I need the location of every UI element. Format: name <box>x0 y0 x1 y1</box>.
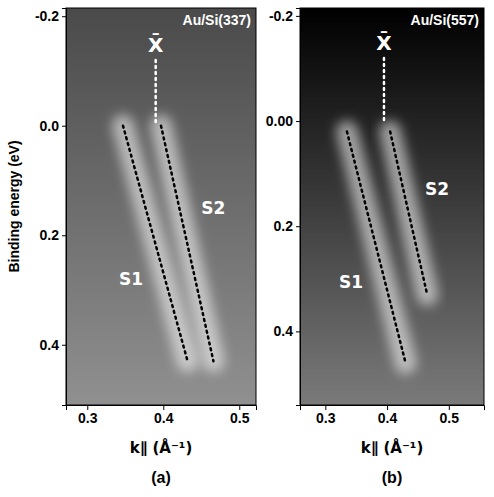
x-axis-title: k∥ (Å⁻¹) <box>361 438 424 457</box>
series-label: S2 <box>425 179 449 199</box>
band-line <box>390 132 427 295</box>
series-label: X̄ <box>148 33 164 57</box>
y-tick: 0.4 <box>274 323 300 339</box>
x-axis-title: k∥ (Å⁻¹) <box>130 438 193 457</box>
y-tick: -0.2 <box>269 8 300 24</box>
y-axis-title: Binding energy (eV) <box>6 140 22 272</box>
plot-background <box>300 8 484 405</box>
plot-frame <box>300 8 484 405</box>
x-tick-label: 0.5 <box>230 410 250 426</box>
panel-label: (a) <box>151 469 171 486</box>
x-axis: 0.3 0.4 0.5 <box>67 405 257 426</box>
plot-area <box>123 60 213 361</box>
y-tick-mark <box>296 226 300 227</box>
band-line <box>161 126 213 361</box>
y-tick-label: 0.4 <box>274 323 294 339</box>
y-tick-mark <box>62 126 66 127</box>
y-tick-label: 0.4 <box>40 337 60 353</box>
series-label: S1 <box>119 269 143 289</box>
y-tick: 0.00 <box>266 113 300 129</box>
y-axis: -0.2 0.00 0.2 0.4 <box>266 8 301 406</box>
x-tick-label: 0.3 <box>316 410 336 426</box>
x-tick: 0.5 <box>230 405 250 426</box>
y-tick: 0.4 <box>40 337 66 353</box>
y-tick: -0.2 <box>35 8 66 24</box>
y-tick-mark <box>62 345 66 346</box>
symmetry-marker <box>383 58 386 121</box>
panel: X̄ S1 S2 Au/Si(337) 0.3 0.4 0.5 -0.2 0.0 0.2 0.4 k∥… <box>6 8 257 486</box>
band-intensity <box>161 126 213 361</box>
x-tick: 0.3 <box>316 405 336 426</box>
y-tick-label: 0.2 <box>40 227 60 243</box>
y-tick-mark <box>296 331 300 332</box>
panel-label: (b) <box>382 469 402 486</box>
series-label: S1 <box>339 272 363 292</box>
plot-area <box>347 58 427 363</box>
y-axis-line <box>62 9 67 406</box>
plot-background <box>66 8 256 405</box>
series-label: S2 <box>201 198 225 218</box>
y-tick-mark <box>62 235 66 236</box>
band-intensity <box>390 132 427 295</box>
y-tick-mark <box>296 121 300 122</box>
plot-frame <box>66 8 256 405</box>
series-label: X̄ <box>376 31 392 55</box>
x-tick-label: 0.4 <box>154 410 174 426</box>
y-tick-label: 0.0 <box>40 118 60 134</box>
y-tick-label: -0.2 <box>269 8 293 24</box>
x-tick-label: 0.3 <box>78 410 98 426</box>
x-tick: 0.5 <box>440 405 460 426</box>
x-tick: 0.3 <box>78 405 98 426</box>
y-tick-label: -0.2 <box>35 8 59 24</box>
panel: X̄ S1 S2 Au/Si(557) 0.3 0.4 0.5 -0.2 0.00 0.2 0.4 k… <box>266 8 485 486</box>
figure: X̄ S1 S2 Au/Si(337) 0.3 0.4 0.5 -0.2 0.0 0.2 0.4 k∥… <box>0 0 494 497</box>
x-tick-label: 0.4 <box>378 410 398 426</box>
y-tick: 0.0 <box>40 118 66 134</box>
y-tick-mark <box>296 16 300 17</box>
x-axis: 0.3 0.4 0.5 <box>301 405 485 426</box>
y-axis-line <box>296 9 301 406</box>
y-tick-label: 0.00 <box>266 113 293 129</box>
y-axis: -0.2 0.0 0.2 0.4 <box>35 8 67 405</box>
panel-title: Au/Si(557) <box>411 12 479 28</box>
y-tick: 0.2 <box>274 218 300 234</box>
x-tick: 0.4 <box>154 405 174 426</box>
x-tick-label: 0.5 <box>440 410 460 426</box>
y-tick: 0.2 <box>40 227 66 243</box>
y-tick-label: 0.2 <box>274 218 294 234</box>
x-tick: 0.4 <box>378 405 398 426</box>
y-tick-mark <box>62 16 66 17</box>
panel-title: Au/Si(337) <box>183 12 251 28</box>
